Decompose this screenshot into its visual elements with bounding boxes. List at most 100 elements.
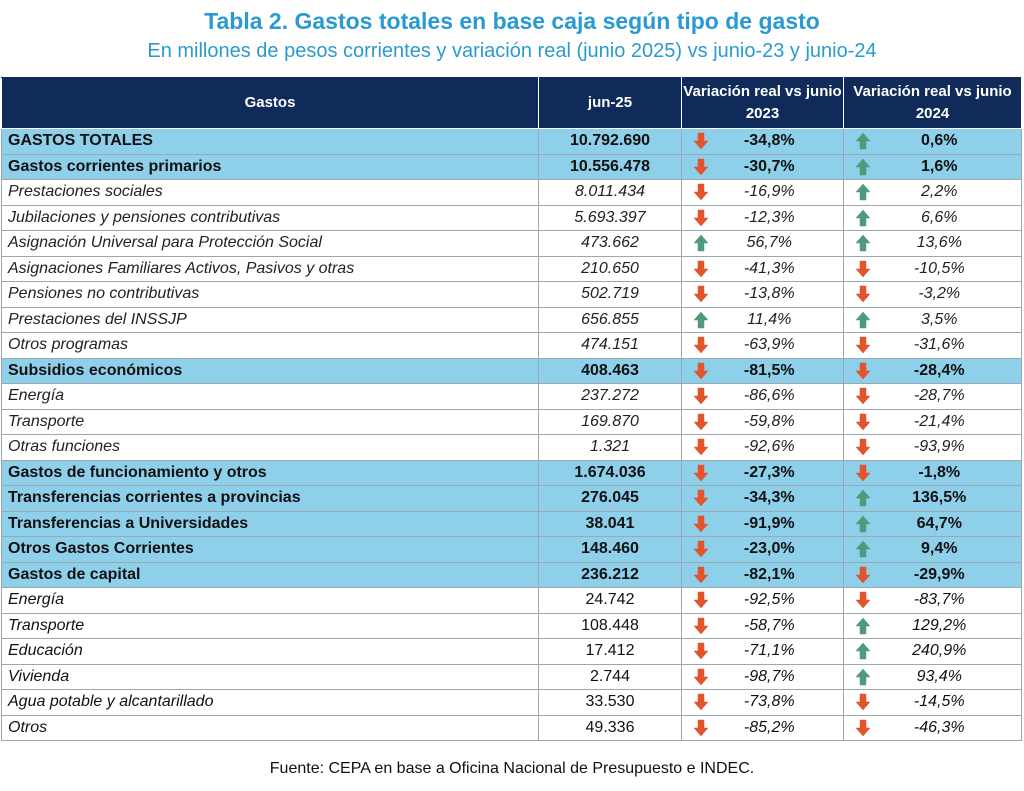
arrow-up-icon (843, 638, 882, 665)
table-row: Transferencias corrientes a provincias 27… (1, 485, 1022, 512)
table-row: Transferencias a Universidades 38.041 -91,… (1, 510, 1022, 537)
row-value-jun25: 502.719 (538, 281, 682, 308)
table-row: Jubilaciones y pensiones contributivas 5.… (1, 204, 1022, 231)
arrow-down-icon (681, 408, 720, 435)
arrow-up-icon (843, 128, 882, 155)
row-label: Vivienda (1, 663, 539, 690)
row-var-2024: 93,4% (881, 663, 1022, 690)
row-label: Gastos de capital (1, 561, 539, 588)
arrow-down-icon (681, 561, 720, 588)
arrow-up-icon (843, 485, 882, 512)
table-row: Otras funciones 1.321 -92,6% -93,9% (1, 434, 1022, 461)
arrow-up-icon (843, 612, 882, 639)
row-var-2023: -71,1% (719, 638, 844, 665)
row-value-jun25: 169.870 (538, 408, 682, 435)
arrow-down-icon (843, 689, 882, 716)
row-label: Transferencias corrientes a provincias (1, 485, 539, 512)
row-var-2023: -73,8% (719, 689, 844, 716)
row-label: Agua potable y alcantarillado (1, 689, 539, 716)
arrow-up-icon (681, 230, 720, 257)
row-value-jun25: 237.272 (538, 383, 682, 410)
row-var-2023: -34,8% (719, 128, 844, 155)
row-var-2023: 11,4% (719, 306, 844, 333)
arrow-up-icon (843, 179, 882, 206)
arrow-down-icon (843, 587, 882, 614)
header-jun25: jun-25 (538, 77, 682, 129)
row-value-jun25: 474.151 (538, 332, 682, 359)
arrow-down-icon (681, 383, 720, 410)
table-row: Agua potable y alcantarillado 33.530 -73,8… (1, 689, 1022, 716)
row-var-2023: -16,9% (719, 179, 844, 206)
header-gastos: Gastos (1, 77, 539, 129)
row-var-2024: -10,5% (881, 255, 1022, 282)
row-var-2024: 6,6% (881, 204, 1022, 231)
arrow-up-icon (843, 306, 882, 333)
row-label: GASTOS TOTALES (1, 128, 539, 155)
row-value-jun25: 408.463 (538, 357, 682, 384)
row-var-2024: -28,7% (881, 383, 1022, 410)
row-var-2024: -28,4% (881, 357, 1022, 384)
arrow-up-icon (843, 204, 882, 231)
row-var-2024: 2,2% (881, 179, 1022, 206)
arrow-up-icon (843, 510, 882, 537)
table-body: GASTOS TOTALES 10.792.690 -34,8% 0,6% Gastos… (1, 128, 1022, 741)
arrow-down-icon (843, 281, 882, 308)
table-title: Tabla 2. Gastos totales en base caja seg… (204, 8, 820, 34)
arrow-down-icon (843, 561, 882, 588)
row-value-jun25: 1.321 (538, 434, 682, 461)
row-value-jun25: 236.212 (538, 561, 682, 588)
expenses-table: Gastos jun-25 Variación real vs junio 20… (1, 77, 1022, 741)
row-value-jun25: 38.041 (538, 510, 682, 537)
row-var-2024: 9,4% (881, 536, 1022, 563)
row-var-2023: -30,7% (719, 153, 844, 180)
row-var-2024: -1,8% (881, 459, 1022, 486)
arrow-down-icon (681, 153, 720, 180)
row-var-2024: 240,9% (881, 638, 1022, 665)
row-var-2023: -92,5% (719, 587, 844, 614)
row-label: Gastos de funcionamiento y otros (1, 459, 539, 486)
row-value-jun25: 49.336 (538, 714, 682, 741)
arrow-up-icon (843, 230, 882, 257)
row-label: Otras funciones (1, 434, 539, 461)
row-var-2024: 129,2% (881, 612, 1022, 639)
row-value-jun25: 8.011.434 (538, 179, 682, 206)
row-label: Otros (1, 714, 539, 741)
row-var-2023: -81,5% (719, 357, 844, 384)
row-var-2023: -98,7% (719, 663, 844, 690)
row-value-jun25: 33.530 (538, 689, 682, 716)
table-row: Pensiones no contributivas 502.719 -13,8% -… (1, 281, 1022, 308)
row-label: Pensiones no contributivas (1, 281, 539, 308)
arrow-down-icon (681, 255, 720, 282)
table-header-row: Gastos jun-25 Variación real vs junio 20… (1, 77, 1022, 129)
row-var-2023: -12,3% (719, 204, 844, 231)
row-var-2024: 13,6% (881, 230, 1022, 257)
row-label: Energía (1, 587, 539, 614)
arrow-down-icon (843, 459, 882, 486)
arrow-down-icon (681, 128, 720, 155)
table-row: Prestaciones sociales 8.011.434 -16,9% 2,2% (1, 179, 1022, 206)
row-value-jun25: 2.744 (538, 663, 682, 690)
row-var-2023: -34,3% (719, 485, 844, 512)
header-var-2024: Variación real vs junio 2024 (843, 77, 1022, 129)
arrow-down-icon (843, 408, 882, 435)
row-var-2024: 64,7% (881, 510, 1022, 537)
arrow-down-icon (681, 281, 720, 308)
arrow-up-icon (681, 306, 720, 333)
row-value-jun25: 24.742 (538, 587, 682, 614)
table-row: Subsidios económicos 408.463 -81,5% -28,4% (1, 357, 1022, 384)
table-row: GASTOS TOTALES 10.792.690 -34,8% 0,6% (1, 128, 1022, 155)
source-note: Fuente: CEPA en base a Oficina Nacional … (269, 760, 755, 777)
row-label: Asignaciones Familiares Activos, Pasivos… (1, 255, 539, 282)
row-value-jun25: 5.693.397 (538, 204, 682, 231)
row-label: Prestaciones sociales (1, 179, 539, 206)
table-row: Transporte 108.448 -58,7% 129,2% (1, 612, 1022, 639)
row-label: Transferencias a Universidades (1, 510, 539, 537)
row-var-2024: 1,6% (881, 153, 1022, 180)
arrow-down-icon (681, 204, 720, 231)
row-label: Asignación Universal para Protección Soc… (1, 230, 539, 257)
arrow-down-icon (681, 638, 720, 665)
row-value-jun25: 108.448 (538, 612, 682, 639)
row-value-jun25: 10.792.690 (538, 128, 682, 155)
row-var-2023: -82,1% (719, 561, 844, 588)
row-var-2023: 56,7% (719, 230, 844, 257)
